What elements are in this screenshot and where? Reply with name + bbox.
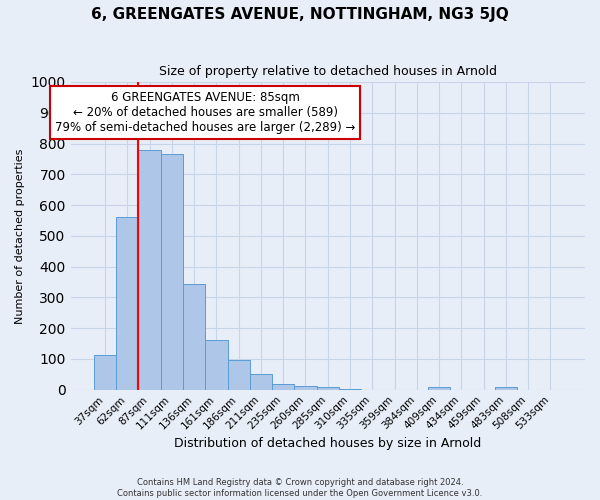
- Bar: [295, 386, 317, 390]
- Text: Contains HM Land Registry data © Crown copyright and database right 2024.
Contai: Contains HM Land Registry data © Crown c…: [118, 478, 482, 498]
- Bar: [250, 374, 272, 390]
- Bar: [495, 386, 517, 390]
- Bar: [183, 284, 205, 390]
- Bar: [227, 360, 250, 390]
- Title: Size of property relative to detached houses in Arnold: Size of property relative to detached ho…: [159, 65, 497, 78]
- Text: 6 GREENGATES AVENUE: 85sqm
← 20% of detached houses are smaller (589)
79% of sem: 6 GREENGATES AVENUE: 85sqm ← 20% of deta…: [55, 91, 355, 134]
- Bar: [339, 389, 361, 390]
- X-axis label: Distribution of detached houses by size in Arnold: Distribution of detached houses by size …: [174, 437, 481, 450]
- Bar: [205, 340, 227, 390]
- Y-axis label: Number of detached properties: Number of detached properties: [15, 148, 25, 324]
- Bar: [116, 218, 139, 390]
- Bar: [317, 388, 339, 390]
- Bar: [94, 355, 116, 390]
- Text: 6, GREENGATES AVENUE, NOTTINGHAM, NG3 5JQ: 6, GREENGATES AVENUE, NOTTINGHAM, NG3 5J…: [91, 8, 509, 22]
- Bar: [139, 150, 161, 390]
- Bar: [161, 154, 183, 390]
- Bar: [428, 386, 450, 390]
- Bar: [272, 384, 295, 390]
